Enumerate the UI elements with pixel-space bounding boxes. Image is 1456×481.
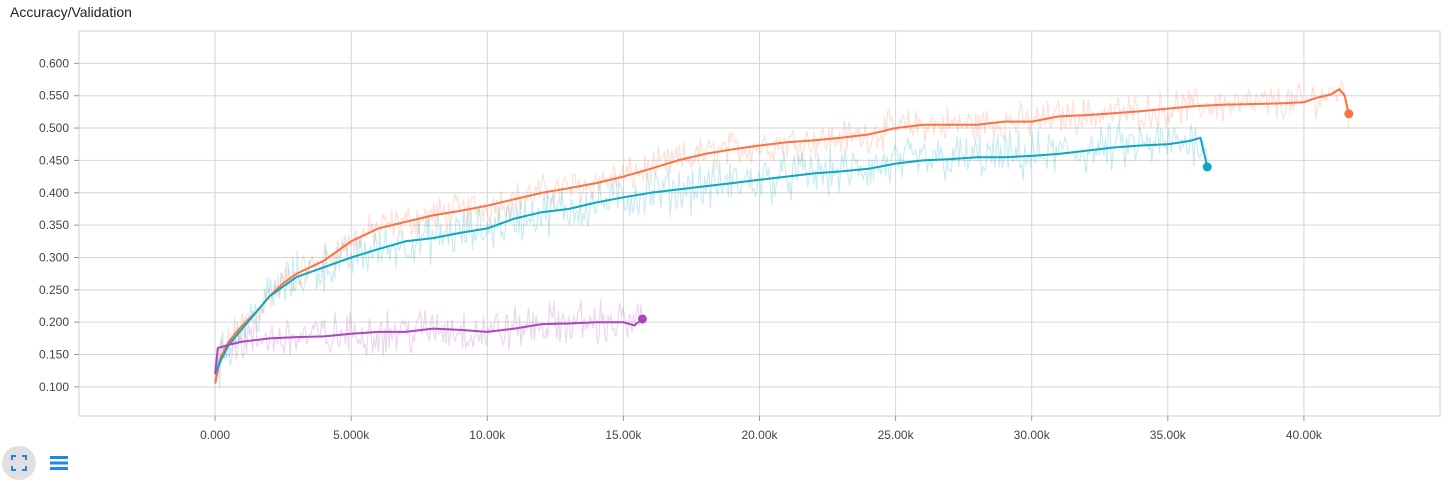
y-tick-label: 0.150 [39, 348, 69, 362]
raw-series-line [214, 120, 1208, 389]
series-line [214, 318, 644, 375]
x-tick-label: 10.00k [469, 428, 506, 442]
series-endpoint-marker [1344, 109, 1354, 119]
y-tick-label: 0.250 [39, 283, 69, 297]
x-tick-label: 30.00k [1014, 428, 1051, 442]
y-tick-label: 0.600 [39, 56, 69, 70]
fullscreen-icon [11, 455, 27, 471]
raw-series-lines [214, 79, 1350, 389]
y-axis-tick-labels: 0.100 0.150 0.200 0.250 0.300 0.350 0.400 0.450… [39, 56, 69, 394]
series-line [214, 88, 1350, 384]
x-axis-tick-labels: 0.000 5.000k 10.00k 15.00k 20.00k 25.00k 30.00… [200, 428, 1323, 442]
x-gridlines [214, 31, 1305, 421]
list-icon [50, 456, 68, 470]
series-line [214, 136, 1209, 375]
x-tick-label: 25.00k [878, 428, 915, 442]
y-tick-label: 0.350 [39, 218, 69, 232]
y-tick-label: 0.550 [39, 89, 69, 103]
smoothed-series-lines [214, 88, 1354, 384]
x-tick-label: 15.00k [605, 428, 642, 442]
x-tick-label: 40.00k [1286, 428, 1323, 442]
toggle-data-table-button[interactable] [42, 446, 76, 480]
x-tick-label: 5.000k [333, 428, 370, 442]
raw-series-line [214, 79, 1350, 383]
y-tick-label: 0.500 [39, 121, 69, 135]
expand-chart-button[interactable] [2, 446, 36, 480]
y-tick-label: 0.450 [39, 153, 69, 167]
y-tick-label: 0.400 [39, 186, 69, 200]
chart-title: Accuracy/Validation [10, 4, 132, 20]
series-endpoint-marker [637, 314, 647, 324]
y-tick-label: 0.100 [39, 380, 69, 394]
x-tick-label: 20.00k [741, 428, 778, 442]
raw-series-line [214, 298, 644, 381]
y-tick-label: 0.300 [39, 250, 69, 264]
chart-toolbar [2, 446, 76, 480]
y-tick-label: 0.200 [39, 315, 69, 329]
x-tick-label: 0.000 [200, 428, 230, 442]
series-endpoint-marker [1202, 162, 1212, 172]
x-tick-label: 35.00k [1150, 428, 1187, 442]
